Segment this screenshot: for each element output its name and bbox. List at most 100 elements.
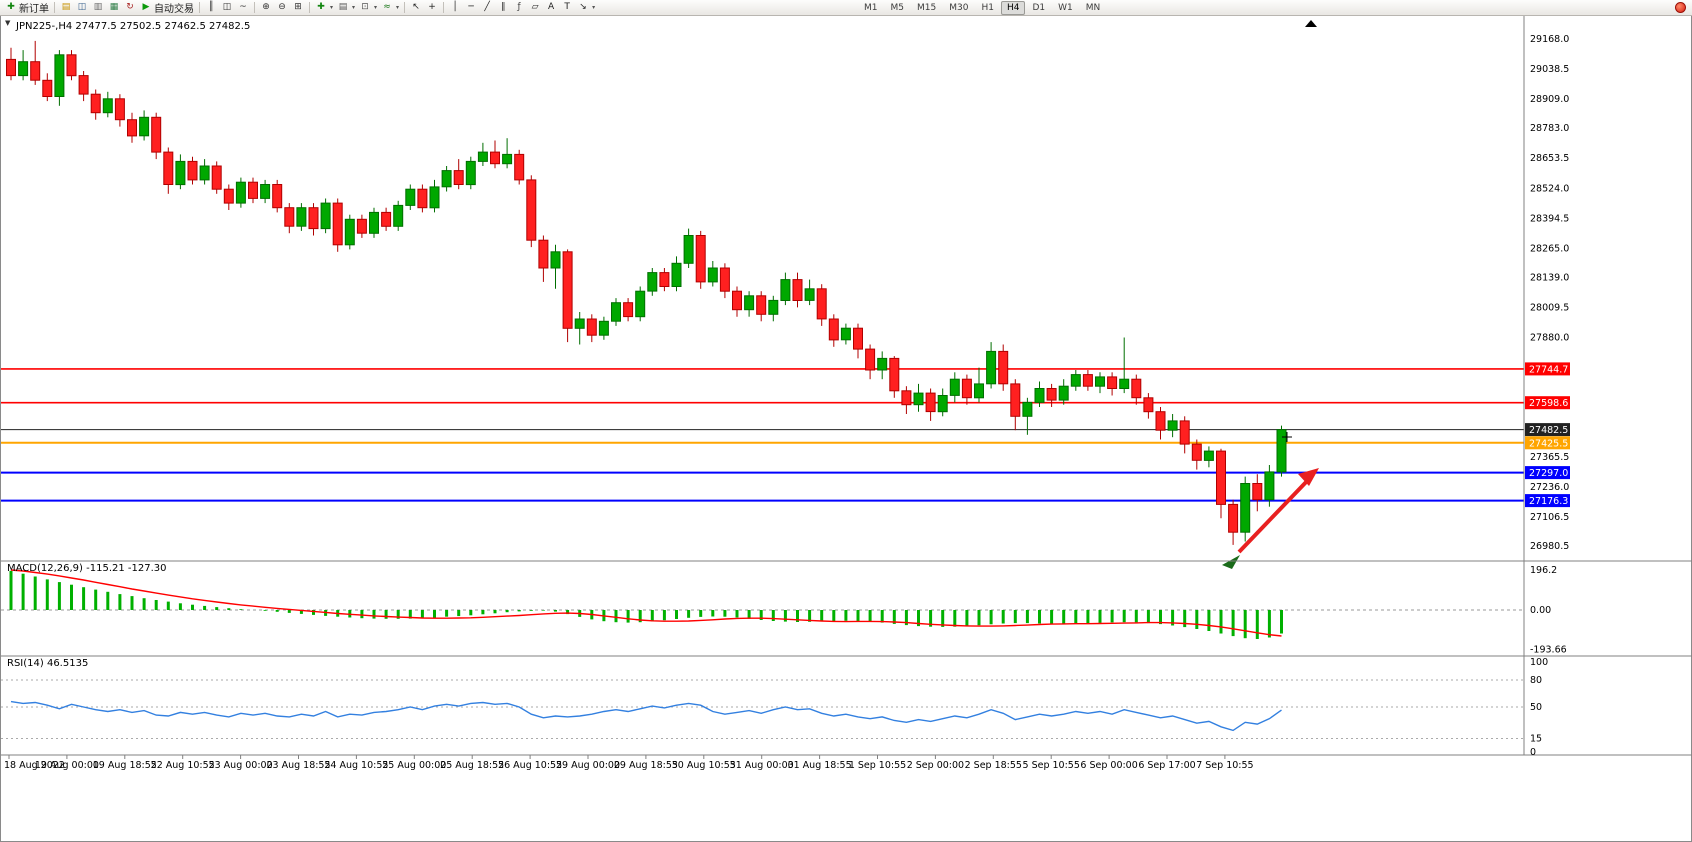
svg-text:28909.0: 28909.0	[1530, 94, 1569, 105]
candle	[6, 47, 16, 81]
svg-text:2 Sep 00:00: 2 Sep 00:00	[907, 760, 964, 771]
shapes-button[interactable]: ▱	[527, 1, 543, 15]
chart-menu-icon[interactable]: ▼	[5, 19, 11, 27]
channel-icon: ∥	[500, 2, 506, 12]
candle	[187, 156, 198, 185]
refresh-button[interactable]: ↻	[122, 1, 138, 15]
candle	[768, 295, 779, 322]
svg-text:28265.0: 28265.0	[1530, 243, 1569, 254]
price-badge: 27744.7	[1525, 362, 1570, 376]
svg-text:1 Sep 10:55: 1 Sep 10:55	[849, 760, 906, 771]
candle	[1179, 416, 1190, 454]
timeframe-m1[interactable]: M1	[864, 3, 878, 13]
timeframe-h1[interactable]: H1	[981, 3, 994, 13]
candle	[1131, 374, 1142, 405]
chart-shift-marker[interactable]	[1305, 20, 1317, 27]
price-axis[interactable]: 29168.0 29038.5 28909.0 28783.0 28653.5 28524…	[1523, 16, 1569, 755]
candle	[502, 138, 513, 169]
candle	[139, 110, 150, 141]
candle	[550, 244, 561, 289]
fibonacci-button[interactable]: ƒ	[511, 1, 527, 15]
candle	[405, 184, 416, 210]
profiles-button[interactable]: ▤ ▾	[335, 1, 357, 15]
indicators-button[interactable]: ≈ ▾	[379, 1, 401, 15]
new-order-button[interactable]: ✚ 新订单	[3, 1, 51, 16]
candle	[1264, 465, 1275, 507]
svg-text:-193.66: -193.66	[1530, 645, 1567, 656]
cursor-button[interactable]: ↖	[408, 1, 424, 15]
candle	[816, 284, 827, 326]
timeframe-w1[interactable]: W1	[1058, 3, 1073, 13]
zoom-out-button[interactable]: ⊖	[274, 1, 290, 15]
toolbar-separator	[404, 2, 406, 13]
candle	[1095, 372, 1105, 394]
terminal-button[interactable]: ▦	[106, 1, 122, 15]
bar-chart-button[interactable]: ║	[203, 1, 219, 15]
refresh-icon: ↻	[126, 2, 134, 12]
arrows-button[interactable]: ↘ ▾	[575, 1, 597, 15]
candle	[1240, 476, 1251, 542]
timeframe-m15[interactable]: M15	[917, 3, 937, 13]
navigator-button[interactable]: ▥	[90, 1, 106, 15]
candlestick-chart-button[interactable]: ◫	[219, 1, 235, 15]
svg-text:6 Sep 17:00: 6 Sep 17:00	[1138, 760, 1195, 771]
candle	[1252, 474, 1263, 512]
candle	[526, 175, 537, 248]
bar-chart-icon: ║	[208, 2, 214, 12]
svg-text:27598.6: 27598.6	[1529, 398, 1568, 409]
label-button[interactable]: T	[559, 1, 575, 15]
trendline-button[interactable]: ╱	[479, 1, 495, 15]
svg-text:26980.5: 26980.5	[1530, 541, 1569, 552]
candle	[151, 112, 162, 160]
line-chart-icon: ~	[239, 2, 247, 12]
candle	[780, 272, 791, 306]
timeframe-mn[interactable]: MN	[1085, 3, 1101, 13]
timeframe-h4[interactable]: H4	[1000, 1, 1026, 15]
candle	[586, 314, 597, 343]
candle	[66, 50, 77, 81]
new-chart-button[interactable]: ✚ ▾	[313, 1, 335, 15]
dropdown-caret-icon: ▾	[396, 4, 400, 11]
candle	[54, 50, 65, 106]
auto-trading-play-icon: ▶	[142, 2, 150, 12]
market-watch-button[interactable]: ▤	[58, 1, 74, 15]
vertical-line-button[interactable]: │	[447, 1, 463, 15]
svg-text:7 Sep 10:55: 7 Sep 10:55	[1196, 760, 1253, 771]
data-window-button[interactable]: ◫	[74, 1, 90, 15]
svg-text:22 Aug 10:55: 22 Aug 10:55	[151, 760, 215, 771]
chart-canvas[interactable]: 29168.0 29038.5 28909.0 28783.0 28653.5 28524…	[1, 16, 1692, 842]
candle	[949, 372, 960, 403]
timeframe-m30[interactable]: M30	[949, 3, 969, 13]
trend-arrow[interactable]	[1237, 468, 1319, 554]
candle	[1070, 370, 1081, 391]
candle	[1082, 370, 1093, 391]
timeframe-m5[interactable]: M5	[890, 3, 905, 13]
crosshair-button[interactable]: +	[424, 1, 440, 15]
timeframe-d1[interactable]: D1	[1032, 3, 1046, 13]
line-chart-button[interactable]: ~	[235, 1, 251, 15]
svg-text:23 Aug 18:55: 23 Aug 18:55	[266, 760, 330, 771]
auto-trading-button[interactable]: ▶ 自动交易	[138, 1, 196, 16]
timeframe-bar: M1 M5 M15 M30 H1 H4 D1 W1 MN	[858, 0, 1106, 16]
candle	[260, 179, 271, 204]
candle	[538, 235, 549, 282]
svg-text:27176.3: 27176.3	[1529, 496, 1568, 507]
tile-windows-button[interactable]: ⊞	[290, 1, 306, 15]
candle	[223, 184, 234, 210]
channel-button[interactable]: ∥	[495, 1, 511, 15]
candle	[732, 286, 742, 317]
horizontal-line-icon: ─	[468, 2, 474, 12]
zoom-in-button[interactable]: ⊕	[258, 1, 274, 15]
candle	[562, 249, 573, 343]
candle	[828, 314, 839, 347]
notification-icon[interactable]	[1675, 2, 1686, 13]
svg-text:29 Aug 18:55: 29 Aug 18:55	[614, 760, 678, 771]
candle	[344, 214, 355, 250]
templates-button[interactable]: ⊡ ▾	[357, 1, 379, 15]
zoom-out-icon: ⊖	[278, 2, 286, 12]
candle	[453, 159, 464, 190]
horizontal-line-button[interactable]: ─	[463, 1, 479, 15]
text-button[interactable]: A	[543, 1, 559, 15]
dropdown-caret-icon: ▾	[330, 4, 334, 11]
